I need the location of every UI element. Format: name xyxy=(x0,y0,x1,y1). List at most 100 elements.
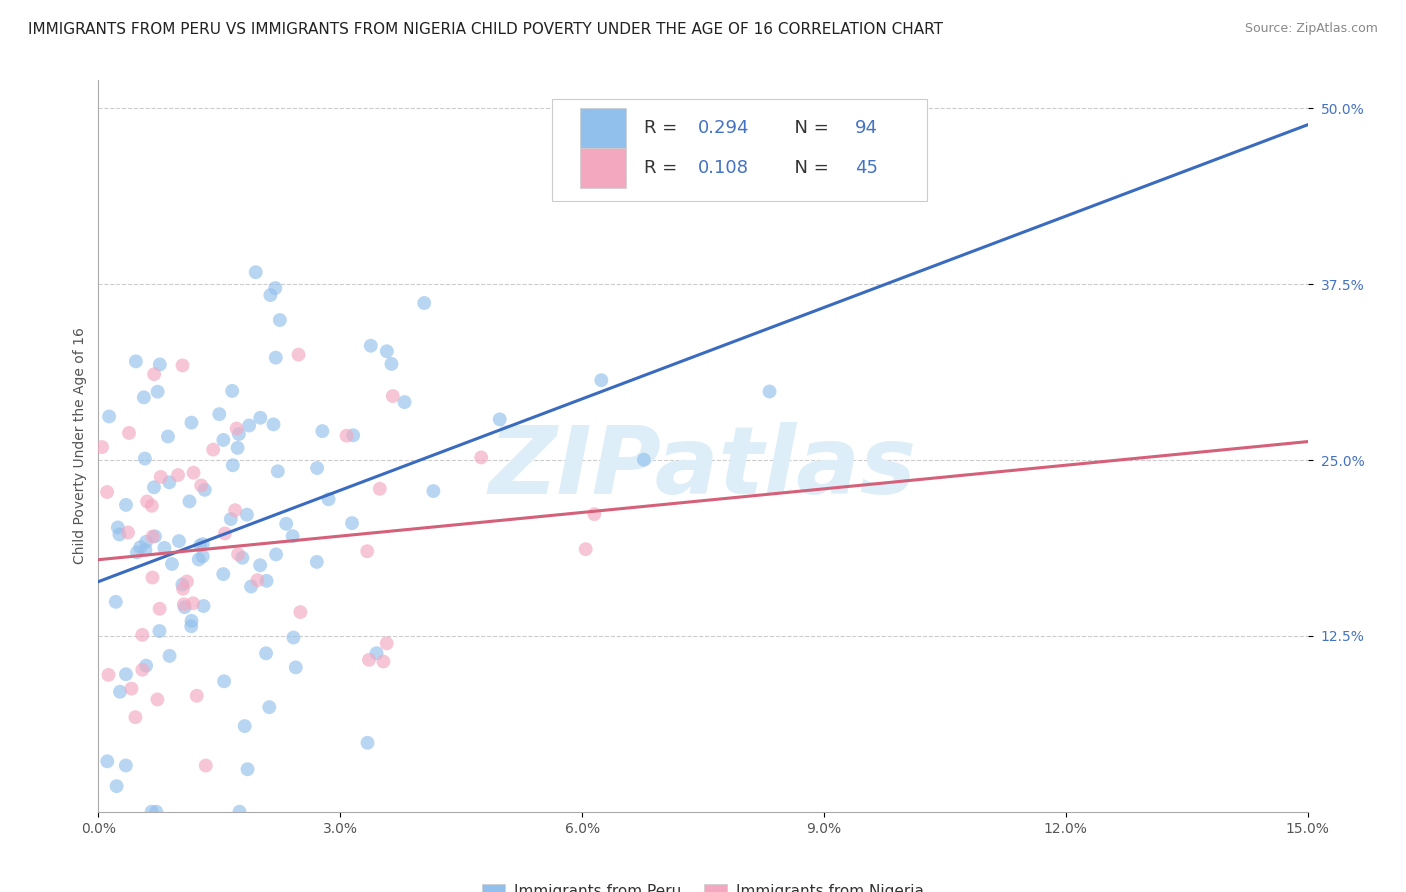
Point xyxy=(157,475,180,490)
Point xyxy=(135,658,157,673)
Point xyxy=(470,450,492,465)
Point xyxy=(125,545,148,559)
Point xyxy=(183,466,205,480)
Text: R =: R = xyxy=(644,119,683,136)
Point xyxy=(208,407,231,421)
Point xyxy=(194,758,217,772)
Point xyxy=(276,516,298,531)
Point xyxy=(263,417,285,432)
Point xyxy=(340,516,363,530)
Point xyxy=(281,529,304,543)
Point xyxy=(105,779,128,793)
Point xyxy=(264,351,287,365)
Point xyxy=(318,492,340,507)
Point xyxy=(132,390,155,404)
Point xyxy=(238,418,260,433)
Text: 0.108: 0.108 xyxy=(699,159,749,177)
Point xyxy=(149,601,172,615)
Point xyxy=(134,543,156,558)
Point xyxy=(172,582,194,596)
Point xyxy=(583,507,606,521)
Point xyxy=(91,440,114,454)
Text: N =: N = xyxy=(783,159,834,177)
Point xyxy=(146,384,169,399)
Point xyxy=(143,529,166,543)
Point xyxy=(305,555,328,569)
Point xyxy=(246,573,269,587)
Point xyxy=(287,348,309,362)
Point xyxy=(231,550,253,565)
Point xyxy=(357,653,380,667)
Point xyxy=(159,648,181,663)
Point xyxy=(222,458,245,473)
Text: 94: 94 xyxy=(855,119,879,136)
Point xyxy=(134,451,156,466)
Point xyxy=(758,384,780,399)
Point xyxy=(228,805,250,819)
Point xyxy=(186,689,208,703)
Point xyxy=(135,534,157,549)
Point xyxy=(254,646,277,660)
Point xyxy=(167,534,190,549)
Point xyxy=(375,344,398,359)
Text: R =: R = xyxy=(644,159,683,177)
Bar xyxy=(579,148,626,188)
Point xyxy=(591,373,613,387)
Point xyxy=(141,529,163,543)
Point xyxy=(356,544,378,558)
Point xyxy=(188,539,211,553)
Point xyxy=(98,409,121,424)
Point xyxy=(118,425,141,440)
Point xyxy=(224,503,246,517)
Point xyxy=(148,624,170,638)
Point xyxy=(141,805,163,819)
Point xyxy=(633,452,655,467)
FancyBboxPatch shape xyxy=(551,99,927,201)
Point xyxy=(149,358,172,372)
Point xyxy=(190,478,212,492)
Point xyxy=(180,614,202,628)
Point xyxy=(380,357,402,371)
Point xyxy=(336,428,359,442)
Point xyxy=(108,684,131,698)
Point xyxy=(96,485,118,500)
Point xyxy=(194,483,217,497)
Point xyxy=(226,547,249,561)
Point xyxy=(228,427,250,442)
Point xyxy=(172,359,194,373)
Point xyxy=(283,631,305,645)
Text: 0.294: 0.294 xyxy=(699,119,749,136)
Point xyxy=(179,494,201,508)
Point xyxy=(360,339,382,353)
Point xyxy=(115,498,138,512)
Point xyxy=(131,628,153,642)
Point xyxy=(180,416,202,430)
Point xyxy=(259,700,281,714)
Point xyxy=(107,520,129,534)
Point xyxy=(141,499,163,513)
Point xyxy=(104,595,127,609)
Point xyxy=(249,558,271,573)
Point xyxy=(181,596,204,610)
Text: IMMIGRANTS FROM PERU VS IMMIGRANTS FROM NIGERIA CHILD POVERTY UNDER THE AGE OF 1: IMMIGRANTS FROM PERU VS IMMIGRANTS FROM … xyxy=(28,22,943,37)
Point xyxy=(366,646,388,660)
Point xyxy=(193,599,215,613)
Point xyxy=(115,667,138,681)
Point xyxy=(96,754,118,768)
Point xyxy=(121,681,143,696)
Point xyxy=(129,540,152,554)
Point xyxy=(176,574,198,589)
Point xyxy=(488,412,510,426)
Point xyxy=(269,313,291,327)
Point xyxy=(249,410,271,425)
Text: Source: ZipAtlas.com: Source: ZipAtlas.com xyxy=(1244,22,1378,36)
Point xyxy=(146,692,169,706)
Point xyxy=(236,508,259,522)
Point xyxy=(117,525,139,540)
Point xyxy=(219,512,242,526)
Point xyxy=(267,464,290,478)
Point xyxy=(131,663,153,677)
Legend: Immigrants from Peru, Immigrants from Nigeria: Immigrants from Peru, Immigrants from Ni… xyxy=(475,878,931,892)
Point xyxy=(172,577,194,591)
Point xyxy=(124,710,146,724)
